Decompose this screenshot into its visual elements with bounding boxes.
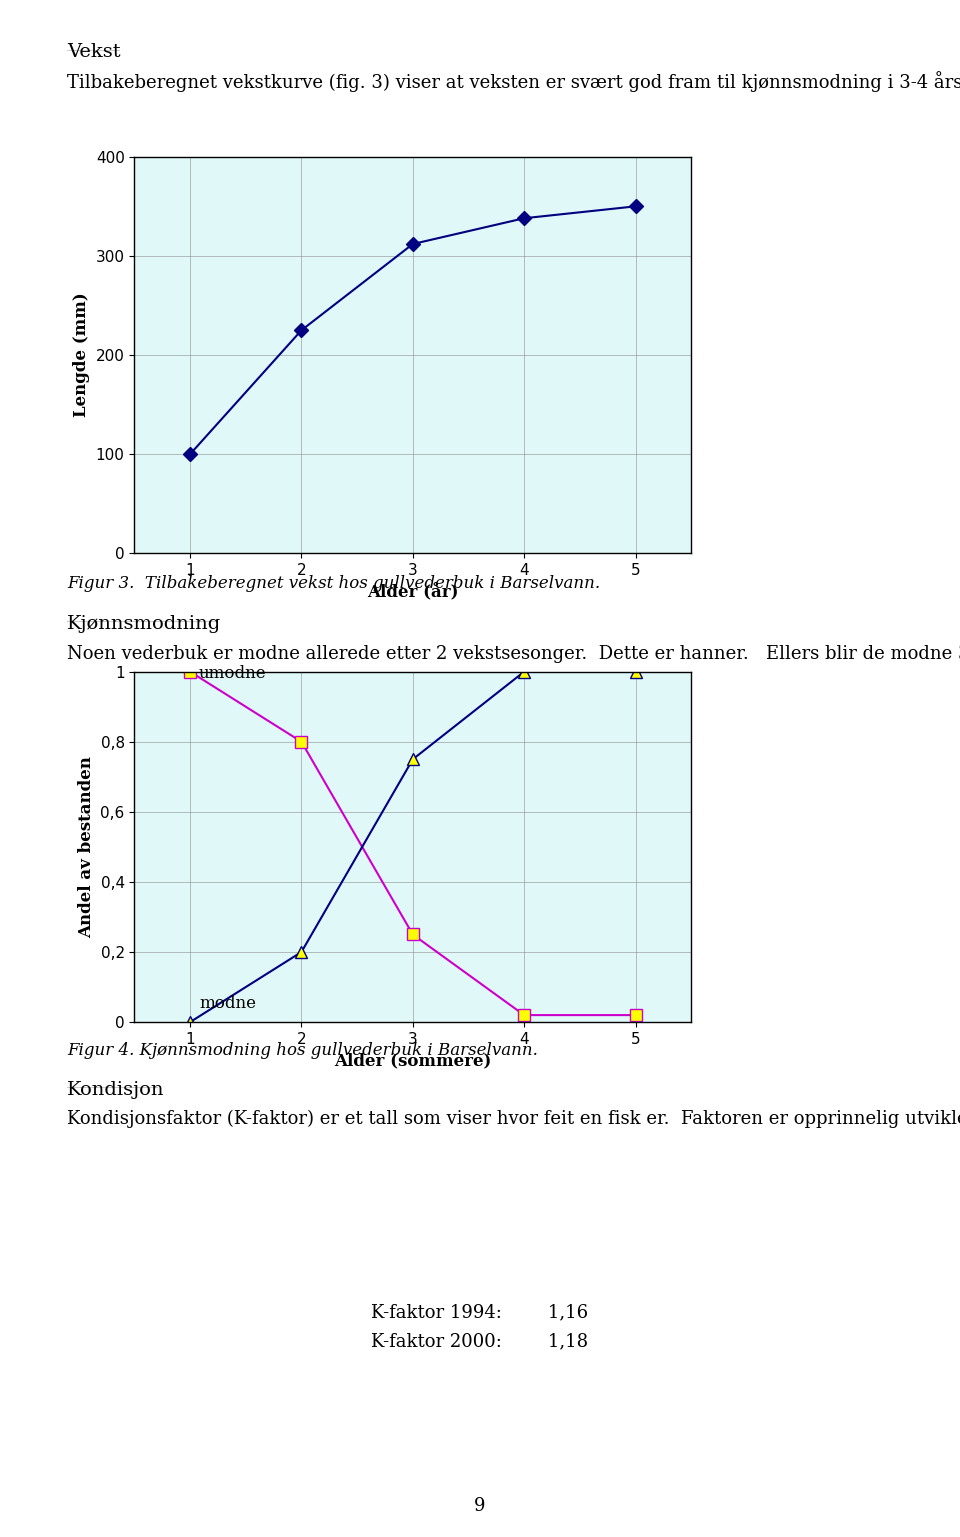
Text: Figur 3.  Tilbakeberegnet vekst hos gullvederbuk i Barselvann.: Figur 3. Tilbakeberegnet vekst hos gullv…	[67, 575, 600, 592]
Y-axis label: Andel av bestanden: Andel av bestanden	[78, 756, 95, 938]
Text: Noen vederbuk er modne allerede etter 2 vekstsesonger.  Dette er hanner.   Eller: Noen vederbuk er modne allerede etter 2 …	[67, 642, 960, 664]
X-axis label: Alder (sommere): Alder (sommere)	[334, 1053, 492, 1070]
Text: umodne: umodne	[199, 664, 267, 682]
Text: Tilbakeberegnet vekstkurve (fig. 3) viser at veksten er svært god fram til kjønn: Tilbakeberegnet vekstkurve (fig. 3) vise…	[67, 71, 960, 92]
Text: modne: modne	[199, 994, 256, 1011]
X-axis label: Alder (år): Alder (år)	[367, 584, 459, 601]
Text: K-faktor 2000:        1,18: K-faktor 2000: 1,18	[372, 1333, 588, 1351]
Text: K-faktor 1994:        1,16: K-faktor 1994: 1,16	[372, 1303, 588, 1322]
Text: 9: 9	[474, 1497, 486, 1515]
Text: Figur 4. Kjønnsmodning hos gullvederbuk i Barselvann.: Figur 4. Kjønnsmodning hos gullvederbuk …	[67, 1042, 538, 1059]
Text: Vekst: Vekst	[67, 43, 121, 61]
Text: Kjønnsmodning: Kjønnsmodning	[67, 615, 222, 633]
Y-axis label: Lengde (mm): Lengde (mm)	[73, 292, 90, 418]
Text: Kondisjon: Kondisjon	[67, 1081, 165, 1099]
Text: Kondisjonsfaktor (K-faktor) er et tall som viser hvor feit en fisk er.  Faktoren: Kondisjonsfaktor (K-faktor) er et tall s…	[67, 1107, 960, 1128]
